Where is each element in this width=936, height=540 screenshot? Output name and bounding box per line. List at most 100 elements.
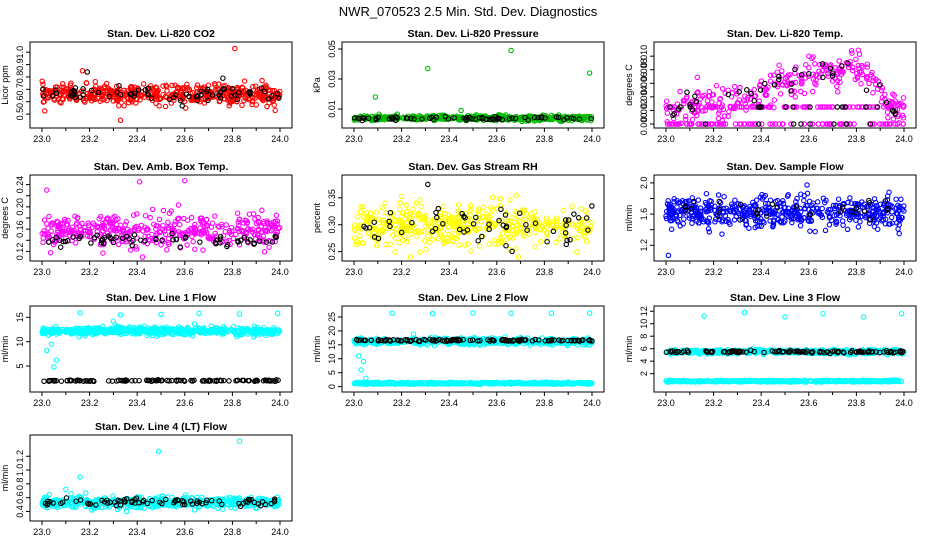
all-point — [538, 238, 544, 245]
x-tick-label: 23.8 — [224, 267, 242, 277]
all-point — [834, 83, 840, 90]
flagged-point — [806, 71, 812, 77]
all-point — [730, 105, 736, 112]
all-point — [83, 95, 89, 102]
all-point — [553, 239, 559, 246]
x-tick-label: 23.2 — [81, 134, 99, 144]
all-point — [675, 121, 681, 127]
flagged-point — [177, 97, 184, 104]
all-point — [725, 113, 731, 120]
all-point — [900, 104, 907, 110]
all-point — [103, 80, 110, 87]
all-point — [826, 222, 833, 228]
y-tick-label: 1.2 — [639, 239, 649, 252]
all-point — [665, 252, 672, 259]
flagged-point — [736, 89, 742, 95]
all-point — [139, 254, 146, 260]
flagged-point — [748, 90, 754, 97]
all-point — [476, 243, 483, 249]
all-point — [858, 62, 865, 69]
flagged-point — [831, 121, 837, 127]
x-tick-label: 23.2 — [81, 398, 99, 408]
all-point — [752, 121, 759, 127]
all-point — [850, 104, 856, 110]
x-tick-label: 24.0 — [583, 134, 601, 144]
flagged-point — [229, 85, 236, 92]
all-point — [48, 341, 55, 347]
all-point — [819, 67, 826, 74]
all-point — [438, 214, 444, 220]
y-tick-label: 0.12 — [15, 243, 25, 261]
all-point — [738, 121, 744, 127]
flagged-point — [842, 104, 849, 110]
all-point — [486, 241, 492, 247]
flagged-point — [692, 93, 698, 100]
flagged-point — [792, 66, 798, 73]
all-point — [895, 226, 901, 232]
x-tick-label: 23.0 — [33, 398, 51, 408]
flagged-point — [542, 115, 548, 121]
y-tick-label: 0.6 — [15, 95, 25, 108]
all-point — [777, 91, 784, 97]
all-point — [801, 197, 807, 204]
all-point — [743, 107, 749, 113]
flagged-point — [195, 93, 201, 99]
all-point — [737, 84, 743, 91]
all-point — [407, 254, 414, 260]
all-point — [40, 81, 46, 87]
y-tick-label: 0.000 — [639, 113, 649, 136]
all-point — [790, 80, 796, 86]
all-point — [758, 78, 765, 84]
all-point — [719, 231, 725, 237]
all-point — [717, 107, 723, 114]
x-tick-label: 23.6 — [176, 267, 194, 277]
x-tick-label: 23.4 — [440, 267, 458, 277]
x-tick-label: 23.4 — [128, 398, 146, 408]
all-point — [817, 61, 823, 68]
all-point — [759, 121, 765, 127]
all-point — [162, 103, 169, 110]
all-point — [767, 102, 774, 108]
all-point — [738, 104, 745, 110]
all-point — [698, 104, 704, 110]
flagged-point — [72, 94, 78, 101]
all-point — [883, 121, 889, 127]
all-point — [668, 226, 675, 233]
x-tick-label: 23.6 — [176, 134, 194, 144]
all-point — [819, 205, 825, 212]
all-point — [266, 244, 272, 250]
y-axis-label: Licor ppm — [0, 65, 10, 105]
all-point — [835, 196, 842, 202]
all-point — [846, 61, 852, 68]
all-point — [731, 83, 738, 90]
all-point — [190, 238, 196, 245]
y-axis-label: degrees C — [624, 64, 634, 106]
all-point — [156, 103, 162, 109]
y-tick-label: 1.6 — [639, 208, 649, 221]
y-axis-label: ml/min — [312, 336, 322, 363]
all-point — [53, 357, 60, 363]
all-point — [719, 117, 725, 124]
all-point — [61, 92, 67, 98]
all-point — [780, 82, 786, 88]
all-point — [160, 83, 166, 89]
all-point — [399, 237, 406, 243]
flagged-point — [359, 117, 366, 124]
all-point — [249, 98, 256, 105]
all-point — [193, 85, 200, 91]
flagged-point — [236, 89, 242, 96]
all-point — [426, 239, 433, 245]
all-point — [403, 202, 409, 209]
all-point — [736, 104, 743, 110]
all-point — [792, 70, 798, 76]
all-point — [710, 103, 717, 110]
all-point — [116, 103, 122, 109]
flagged-point — [41, 378, 47, 385]
all-point — [560, 207, 567, 214]
flagged-point — [217, 89, 224, 96]
all-point — [162, 231, 169, 238]
all-point — [569, 203, 575, 210]
all-point — [440, 203, 447, 210]
all-point — [117, 117, 124, 124]
